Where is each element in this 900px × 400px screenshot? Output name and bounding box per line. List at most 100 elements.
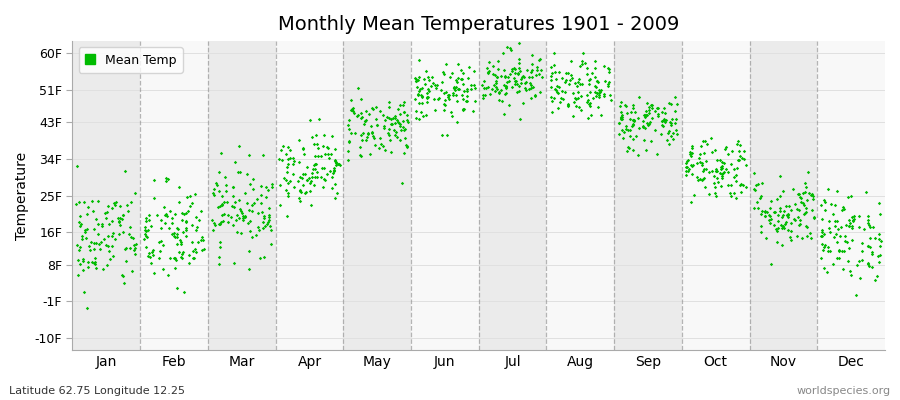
Point: [601, 82, 616, 89]
Point: [208, 222, 222, 228]
Point: [725, 148, 740, 154]
Point: [689, 160, 704, 166]
Point: [214, 202, 229, 208]
Legend: Mean Temp: Mean Temp: [78, 47, 183, 73]
Point: [154, 216, 168, 223]
Point: [590, 90, 604, 96]
Point: [814, 232, 828, 239]
Point: [100, 261, 114, 268]
Point: [500, 84, 514, 90]
Point: [534, 66, 548, 73]
Point: [113, 222, 128, 228]
Point: [747, 205, 761, 211]
Point: [142, 250, 157, 256]
Point: [827, 233, 842, 240]
Point: [412, 85, 427, 92]
Point: [707, 147, 722, 154]
Point: [456, 80, 471, 87]
Point: [786, 185, 800, 192]
Point: [524, 84, 538, 91]
Bar: [73, 41, 140, 350]
Point: [412, 56, 427, 63]
Point: [346, 109, 361, 116]
Point: [116, 273, 130, 280]
Point: [86, 258, 100, 265]
Point: [589, 65, 603, 71]
Point: [139, 244, 153, 250]
Point: [428, 82, 442, 88]
Point: [87, 226, 102, 232]
Point: [603, 97, 617, 104]
Point: [804, 191, 818, 198]
Point: [328, 158, 342, 164]
Point: [274, 147, 288, 153]
Point: [575, 58, 590, 64]
Point: [225, 193, 239, 199]
Point: [823, 248, 837, 254]
Point: [797, 189, 812, 196]
Point: [119, 244, 133, 251]
Point: [828, 202, 842, 208]
Point: [418, 112, 433, 118]
Point: [189, 249, 203, 255]
Point: [184, 202, 198, 209]
Point: [302, 187, 317, 194]
Point: [273, 181, 287, 188]
Point: [612, 120, 626, 126]
Point: [256, 209, 270, 215]
Point: [640, 120, 654, 126]
Point: [525, 61, 539, 67]
Point: [340, 156, 355, 163]
Point: [294, 189, 309, 195]
Point: [417, 76, 431, 82]
Point: [431, 94, 446, 101]
Point: [872, 200, 886, 206]
Point: [256, 254, 271, 260]
Point: [805, 207, 819, 214]
Point: [373, 108, 387, 114]
Point: [144, 260, 158, 266]
Point: [363, 151, 377, 157]
Point: [651, 111, 665, 117]
Point: [172, 198, 186, 205]
Point: [873, 210, 887, 217]
Point: [462, 64, 476, 70]
Point: [580, 99, 595, 105]
Point: [234, 208, 248, 214]
Point: [631, 152, 645, 158]
Point: [829, 218, 843, 224]
Point: [93, 245, 107, 252]
Point: [212, 260, 227, 267]
Point: [601, 66, 616, 72]
Point: [620, 144, 634, 150]
Point: [861, 260, 876, 266]
Point: [143, 222, 157, 229]
Point: [88, 239, 103, 246]
Point: [357, 121, 372, 128]
Point: [590, 78, 605, 85]
Point: [174, 238, 188, 245]
Y-axis label: Temperature: Temperature: [15, 152, 29, 240]
Point: [91, 198, 105, 204]
Point: [511, 56, 526, 62]
Point: [806, 192, 820, 199]
Point: [206, 220, 220, 226]
Point: [617, 129, 632, 135]
Point: [662, 141, 677, 147]
Point: [498, 66, 512, 73]
Point: [72, 199, 86, 205]
Point: [781, 227, 796, 233]
Point: [263, 223, 277, 229]
Point: [454, 76, 469, 82]
Point: [176, 210, 190, 216]
Point: [625, 122, 639, 129]
Point: [286, 170, 301, 177]
Point: [105, 243, 120, 250]
Point: [814, 216, 829, 222]
Point: [638, 114, 652, 120]
Point: [128, 245, 142, 251]
Point: [213, 239, 228, 245]
Point: [627, 108, 642, 115]
Point: [480, 64, 494, 71]
Point: [753, 229, 768, 235]
